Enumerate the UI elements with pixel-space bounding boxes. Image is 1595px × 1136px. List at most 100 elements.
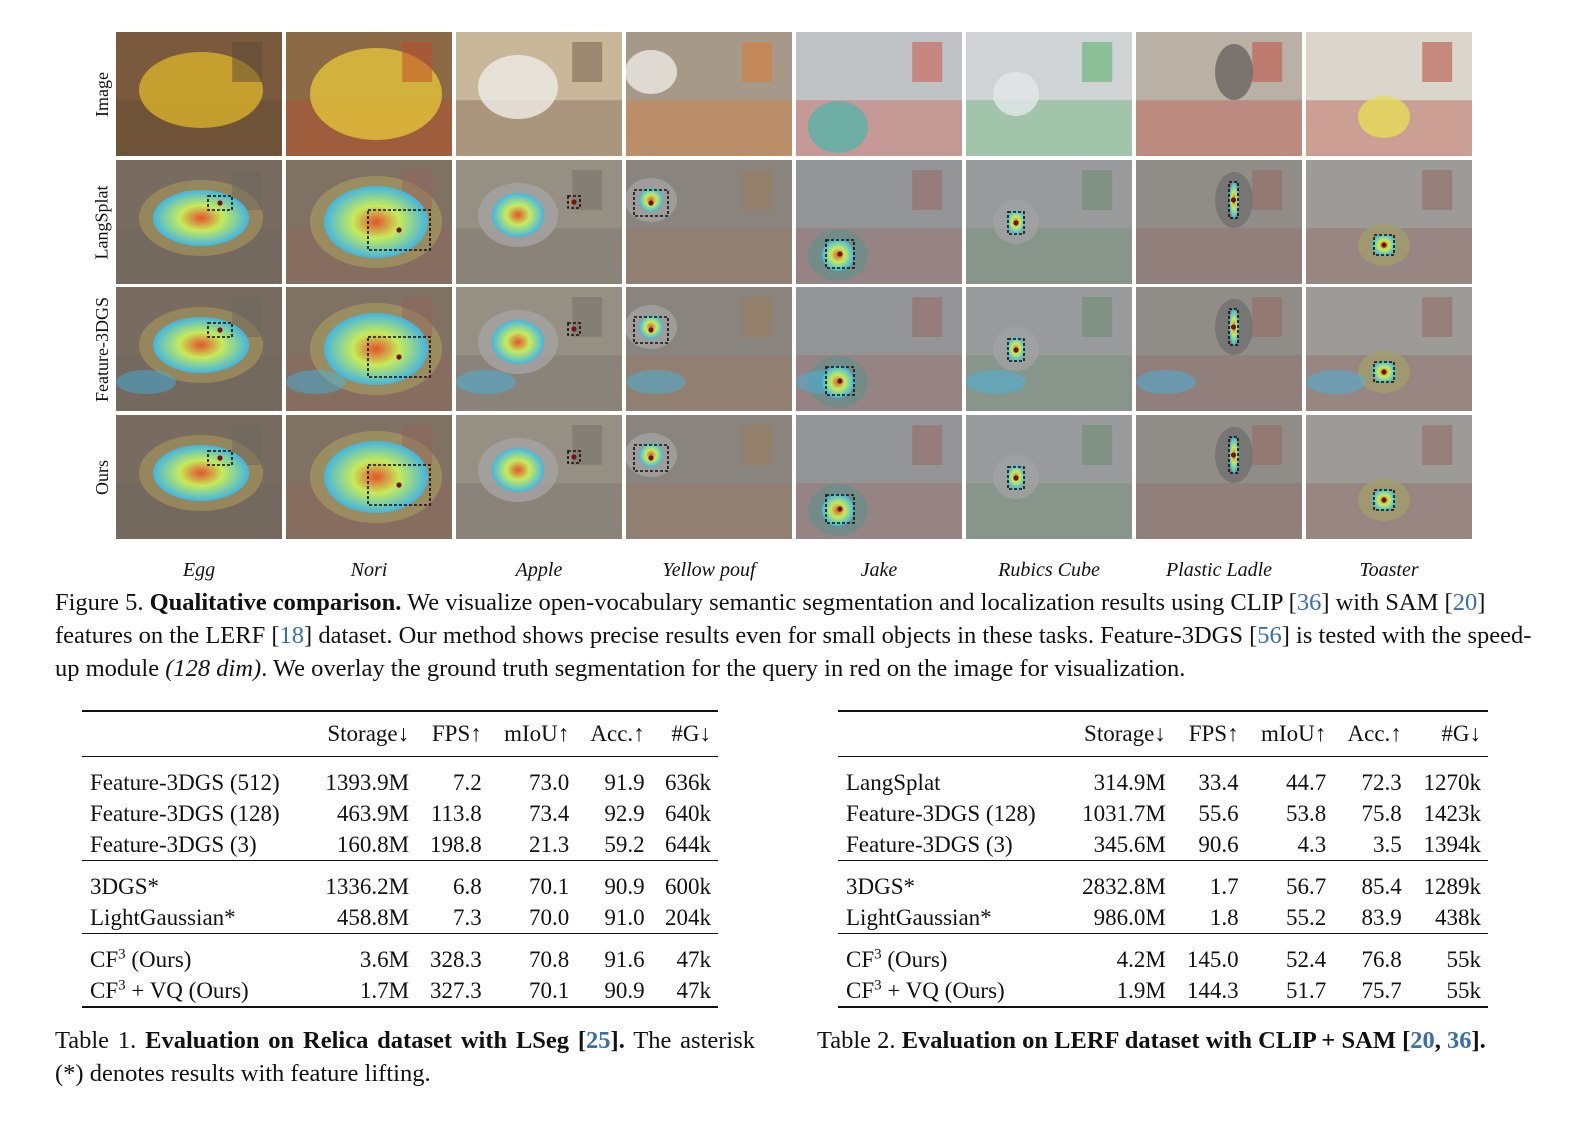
figure-cell-image bbox=[1136, 32, 1302, 156]
figure-cell-ours bbox=[116, 415, 282, 539]
table-row: Feature-3DGS (3) 345.6M 90.6 4.3 3.5 1394k bbox=[838, 829, 1488, 861]
scene-image bbox=[1136, 160, 1302, 284]
figure-cell-langsplat bbox=[456, 160, 622, 284]
scene-image bbox=[286, 160, 452, 284]
figure-cell-langsplat bbox=[116, 160, 282, 284]
figure-cell-ours bbox=[966, 415, 1132, 539]
figure-cell-image bbox=[626, 32, 792, 156]
scene-image bbox=[1306, 287, 1472, 411]
figure-cell-langsplat bbox=[796, 160, 962, 284]
scene-image bbox=[1306, 415, 1472, 539]
figure-cell-ours bbox=[1136, 415, 1302, 539]
figure-cell-image bbox=[286, 32, 452, 156]
table-header: Storage↓ bbox=[308, 711, 417, 757]
scene-image bbox=[286, 32, 452, 156]
figure-cell-ours bbox=[286, 415, 452, 539]
scene-image bbox=[796, 160, 962, 284]
citation-link[interactable]: 18 bbox=[279, 622, 305, 649]
table-row: Feature-3DGS (128) 463.9M 113.8 73.4 92.9 640… bbox=[90, 800, 711, 826]
table-header: Storage↓ bbox=[1064, 711, 1173, 757]
scene-image bbox=[116, 160, 282, 284]
table-header: FPS↑ bbox=[416, 711, 489, 757]
table-row: Feature-3DGS (128) 1031.7M 55.6 53.8 75.8 142… bbox=[846, 800, 1481, 826]
scene-image bbox=[966, 160, 1132, 284]
table-header bbox=[838, 711, 1065, 757]
table-row: LightGaussian* 458.8M 7.3 70.0 91.0 204k bbox=[82, 902, 718, 934]
citation-link[interactable]: 25 bbox=[586, 1027, 611, 1054]
scene-image bbox=[286, 415, 452, 539]
citation-link[interactable]: 36 bbox=[1296, 589, 1322, 616]
figure-cell-image bbox=[1306, 32, 1472, 156]
table-1-caption: Table 1. Evaluation on Relica dataset wi… bbox=[55, 1027, 755, 1087]
figure-cell-langsplat bbox=[626, 160, 792, 284]
figure-cell-langsplat bbox=[286, 160, 452, 284]
citation-link[interactable]: 56 bbox=[1257, 622, 1282, 649]
figure-cell-langsplat bbox=[1136, 160, 1302, 284]
scene-image bbox=[966, 415, 1132, 539]
table-row: CF3 + VQ (Ours) 1.9M 144.3 51.7 75.7 55k bbox=[838, 975, 1488, 1008]
figure-cell-feature3dgs bbox=[796, 287, 962, 411]
scene-image bbox=[966, 32, 1132, 156]
figure-cell-ours bbox=[1306, 415, 1472, 539]
scene-image bbox=[626, 32, 792, 156]
scene-image bbox=[1136, 32, 1302, 156]
table-row: Feature-3DGS (512) 1393.9M 7.2 73.0 91.9 636k bbox=[90, 769, 711, 795]
col-label-plastic-ladle: Plastic Ladle bbox=[1165, 559, 1273, 581]
figure-cell-feature3dgs bbox=[1136, 287, 1302, 411]
figure-cell-feature3dgs bbox=[966, 287, 1132, 411]
table-header: Acc.↑ bbox=[576, 711, 652, 757]
col-label-toaster: Toaster bbox=[1359, 559, 1419, 581]
table-header: FPS↑ bbox=[1172, 711, 1246, 757]
col-label-jake: Jake bbox=[860, 559, 898, 581]
table-row: CF3 (Ours) 4.2M 145.0 52.4 76.8 55k bbox=[846, 945, 1481, 972]
figure-cell-image bbox=[456, 32, 622, 156]
figure-cell-feature3dgs bbox=[1306, 287, 1472, 411]
table-2: Storage↓ FPS↑ mIoU↑ Acc.↑ #G↓ LangSplat 3… bbox=[838, 710, 1488, 1008]
table-header bbox=[82, 711, 309, 757]
scene-image bbox=[116, 415, 282, 539]
scene-image bbox=[966, 287, 1132, 411]
scene-image bbox=[626, 415, 792, 539]
col-label-rubics-cube: Rubics Cube bbox=[998, 559, 1100, 581]
row-label-feature3dgs: Feature-3DGS bbox=[91, 296, 112, 402]
table-header: #G↓ bbox=[651, 711, 718, 757]
table-row: CF3 (Ours) 3.6M 328.3 70.8 91.6 47k bbox=[90, 945, 711, 972]
table-row: LightGaussian* 986.0M 1.8 55.2 83.9 438k bbox=[838, 902, 1488, 934]
figure-cell-feature3dgs bbox=[116, 287, 282, 411]
scene-image bbox=[1306, 160, 1472, 284]
figure-cell-feature3dgs bbox=[286, 287, 452, 411]
scene-image bbox=[1306, 32, 1472, 156]
figure-caption: Figure 5. Qualitative comparison. We vis… bbox=[55, 589, 1532, 682]
table-2-caption: Table 2. Evaluation on LERF dataset with… bbox=[817, 1027, 1486, 1054]
figure-cell-feature3dgs bbox=[456, 287, 622, 411]
scene-image bbox=[626, 287, 792, 411]
scene-image bbox=[456, 160, 622, 284]
table-row: LangSplat 314.9M 33.4 44.7 72.3 1270k bbox=[846, 769, 1481, 795]
figure-cell-langsplat bbox=[966, 160, 1132, 284]
scene-image bbox=[626, 160, 792, 284]
citation-link[interactable]: 20 bbox=[1452, 589, 1478, 616]
table-header: mIoU↑ bbox=[1245, 711, 1334, 757]
table-header: mIoU↑ bbox=[488, 711, 577, 757]
table-row: Feature-3DGS (3) 160.8M 198.8 21.3 59.2 644k bbox=[82, 829, 718, 861]
col-label-nori: Nori bbox=[350, 559, 388, 581]
table-1: Storage↓ FPS↑ mIoU↑ Acc.↑ #G↓ Feature-3D… bbox=[82, 710, 718, 1008]
row-label-langsplat: LangSplat bbox=[91, 185, 112, 259]
scene-image bbox=[286, 287, 452, 411]
scene-image bbox=[116, 287, 282, 411]
table-header: Acc.↑ bbox=[1333, 711, 1409, 757]
col-label-egg: Egg bbox=[182, 559, 216, 581]
scene-image bbox=[796, 32, 962, 156]
scene-image bbox=[456, 415, 622, 539]
row-label-image: Image bbox=[91, 71, 112, 117]
table-row: 3DGS* 1336.2M 6.8 70.1 90.9 600k bbox=[90, 873, 711, 899]
figure-cell-feature3dgs bbox=[626, 287, 792, 411]
citation-link[interactable]: 20 bbox=[1410, 1027, 1435, 1054]
figure-cell-ours bbox=[456, 415, 622, 539]
scene-image bbox=[456, 32, 622, 156]
scene-image bbox=[796, 287, 962, 411]
citation-link[interactable]: 36 bbox=[1447, 1027, 1472, 1054]
figure-cell-ours bbox=[626, 415, 792, 539]
figure-cell-image bbox=[116, 32, 282, 156]
table-header: #G↓ bbox=[1408, 711, 1488, 757]
